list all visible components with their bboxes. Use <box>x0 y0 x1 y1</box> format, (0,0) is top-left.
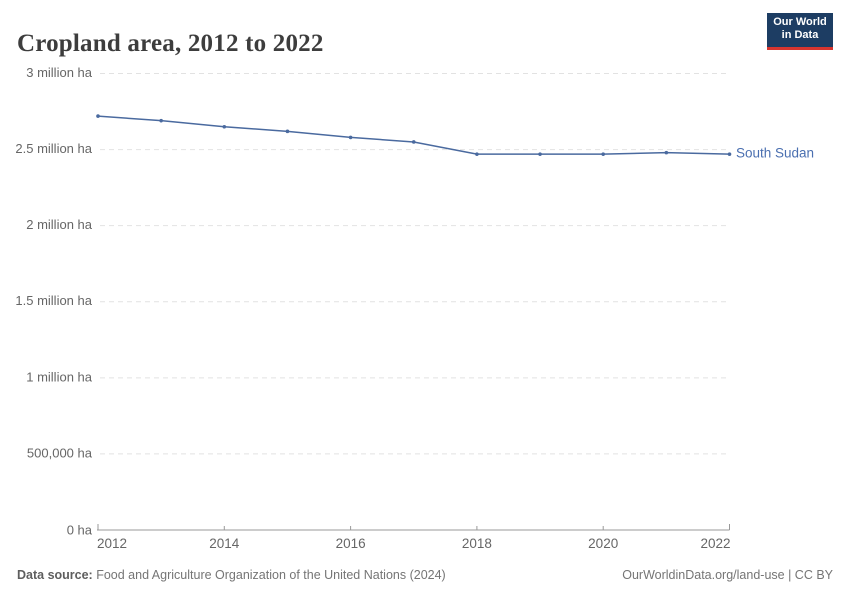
owid-logo-line2: in Data <box>781 29 819 41</box>
data-source-text: Food and Agriculture Organization of the… <box>92 568 446 582</box>
x-axis-tick-label: 2012 <box>97 536 127 551</box>
data-source-label: Data source: <box>17 568 93 582</box>
y-axis-tick-label: 1 million ha <box>26 369 93 384</box>
data-point[interactable] <box>222 124 227 129</box>
y-axis-tick-label: 500,000 ha <box>27 445 93 460</box>
data-point[interactable] <box>411 140 416 144</box>
data-point[interactable] <box>348 135 353 140</box>
entity-label[interactable]: South Sudan <box>736 146 814 161</box>
y-axis-tick-label: 2.5 million ha <box>15 141 92 156</box>
x-axis-tick-label: 2022 <box>700 536 730 551</box>
owid-logo-line1: Our World <box>773 16 827 28</box>
data-point[interactable] <box>159 118 163 123</box>
chart-title: Cropland area, 2012 to 2022 <box>17 29 324 57</box>
credit-link[interactable]: OurWorldinData.org/land-use | CC BY <box>622 568 833 582</box>
x-axis-tick-label: 2020 <box>588 536 618 551</box>
data-point[interactable] <box>538 152 542 156</box>
x-axis-tick-label: 2018 <box>462 536 492 551</box>
y-axis-tick-label: 0 ha <box>67 522 93 537</box>
owid-logo[interactable]: Our World in Data <box>767 13 833 50</box>
y-axis-tick-label: 2 million ha <box>26 217 93 232</box>
data-point[interactable] <box>475 152 479 156</box>
data-point[interactable] <box>285 129 290 134</box>
data-point[interactable] <box>96 114 100 118</box>
y-axis-tick-label: 1.5 million ha <box>15 293 92 308</box>
data-point[interactable] <box>664 150 669 155</box>
chart-footer: Data source: Food and Agriculture Organi… <box>17 568 833 582</box>
series-line-south-sudan[interactable] <box>97 115 730 155</box>
x-axis-tick-label: 2016 <box>336 536 366 551</box>
y-axis-tick-label: 3 million ha <box>26 65 93 80</box>
data-point[interactable] <box>727 152 732 156</box>
x-axis-tick-label: 2014 <box>209 536 240 551</box>
data-point[interactable] <box>601 152 605 156</box>
data-source-note: Data source: Food and Agriculture Organi… <box>17 568 446 582</box>
